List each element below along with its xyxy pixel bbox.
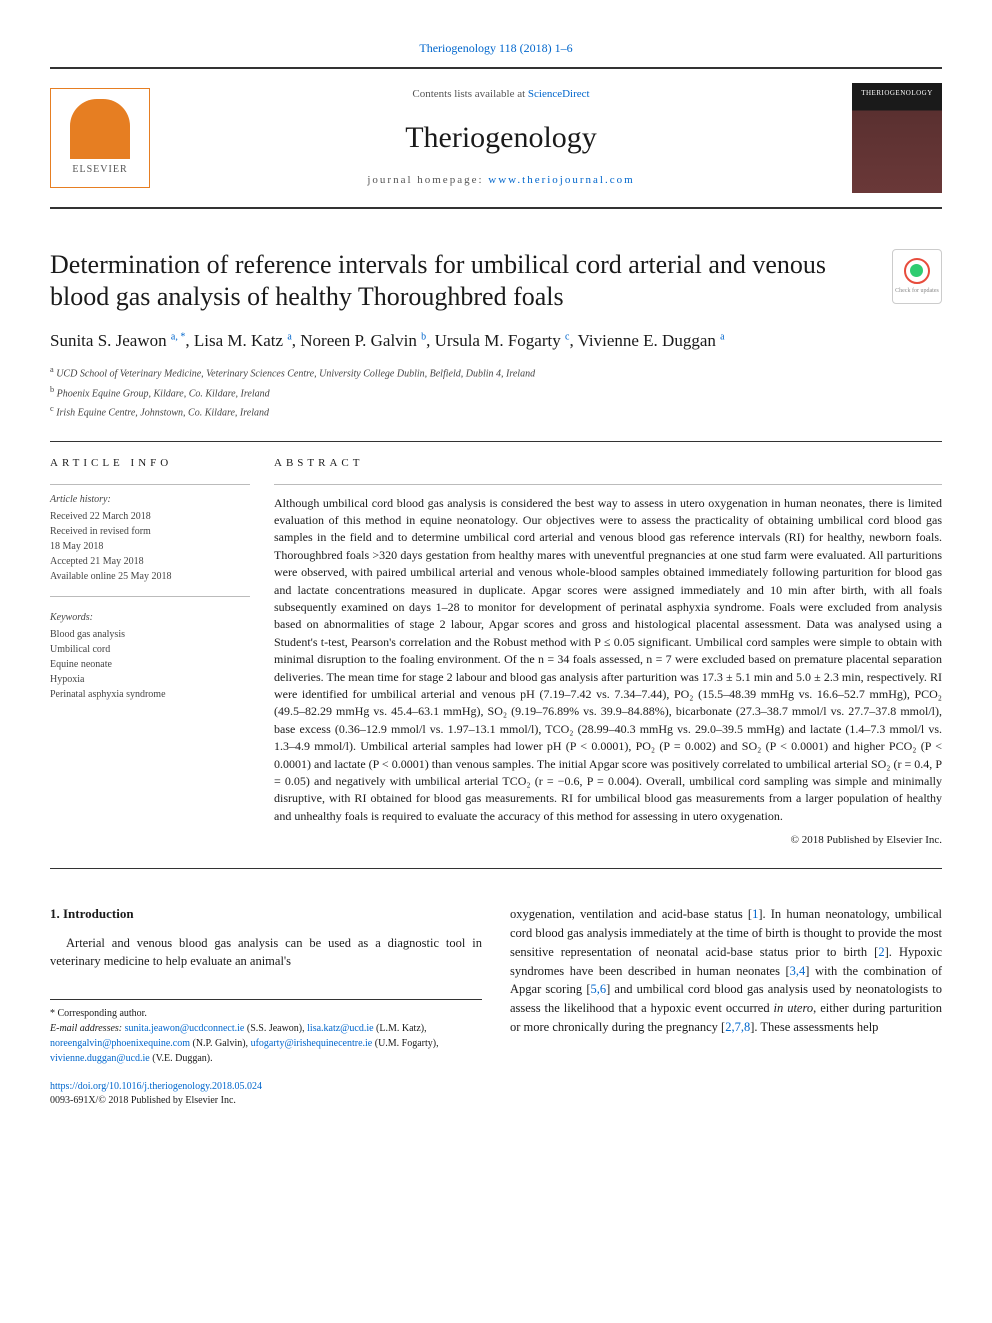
- body-col-left: 1. Introduction Arterial and venous bloo…: [50, 905, 482, 1108]
- journal-cover-thumb[interactable]: THERIOGENOLOGY: [852, 83, 942, 193]
- journal-homepage-line: journal homepage: www.theriojournal.com: [150, 173, 852, 188]
- intro-p1: Arterial and venous blood gas analysis c…: [50, 934, 482, 972]
- abstract-divider: [274, 484, 942, 485]
- divider-top: [50, 441, 942, 442]
- affiliation-b: b Phoenix Equine Group, Kildare, Co. Kil…: [50, 383, 942, 402]
- affiliation-c: c Irish Equine Centre, Johnstown, Co. Ki…: [50, 402, 942, 421]
- history-accepted: Accepted 21 May 2018: [50, 554, 250, 569]
- authors-line: Sunita S. Jeawon a, *, Lisa M. Katz a, N…: [50, 328, 942, 354]
- history-label: Article history:: [50, 493, 250, 507]
- elsevier-text: ELSEVIER: [72, 163, 127, 177]
- body-col-right: oxygenation, ventilation and acid-base s…: [510, 905, 942, 1108]
- divider-bottom: [50, 868, 942, 869]
- contents-list-line: Contents lists available at ScienceDirec…: [150, 87, 852, 102]
- affiliation-a: a UCD School of Veterinary Medicine, Vet…: [50, 363, 942, 382]
- elsevier-logo[interactable]: ELSEVIER: [50, 88, 150, 188]
- footer-block: https://doi.org/10.1016/j.theriogenology…: [50, 1080, 482, 1108]
- history-online: Available online 25 May 2018: [50, 569, 250, 584]
- journal-name: Theriogenology: [150, 117, 852, 159]
- issn-line: 0093-691X/© 2018 Published by Elsevier I…: [50, 1094, 482, 1108]
- info-divider-2: [50, 596, 250, 597]
- keyword-4: Hypoxia: [50, 672, 250, 687]
- keyword-2: Umbilical cord: [50, 642, 250, 657]
- section-1-heading: 1. Introduction: [50, 905, 482, 923]
- citation-link[interactable]: Theriogenology 118 (2018) 1–6: [419, 41, 572, 55]
- abstract-column: ABSTRACT Although umbilical cord blood g…: [274, 456, 942, 848]
- abstract-text: Although umbilical cord blood gas analys…: [274, 495, 942, 825]
- article-info-heading: ARTICLE INFO: [50, 456, 250, 471]
- email-label: E-mail addresses:: [50, 1023, 125, 1034]
- email-addresses: E-mail addresses: sunita.jeawon@ucdconne…: [50, 1021, 482, 1066]
- abstract-heading: ABSTRACT: [274, 456, 942, 471]
- sciencedirect-link[interactable]: ScienceDirect: [528, 88, 590, 100]
- keywords-label: Keywords:: [50, 611, 250, 625]
- journal-banner: ELSEVIER Contents lists available at Sci…: [50, 67, 942, 209]
- history-revised-1: Received in revised form: [50, 524, 250, 539]
- cover-thumb-title: THERIOGENOLOGY: [852, 89, 942, 99]
- intro-p1-cont: oxygenation, ventilation and acid-base s…: [510, 905, 942, 1036]
- citation-header: Theriogenology 118 (2018) 1–6: [50, 40, 942, 57]
- crossmark-label: Check for updates: [895, 287, 939, 295]
- contents-at-text: Contents lists available at: [412, 88, 527, 100]
- corresponding-author-note: * Corresponding author.: [50, 1006, 482, 1021]
- article-info-column: ARTICLE INFO Article history: Received 2…: [50, 456, 250, 848]
- crossmark-badge[interactable]: Check for updates: [892, 249, 942, 304]
- crossmark-icon: [904, 258, 930, 284]
- history-revised-2: 18 May 2018: [50, 539, 250, 554]
- footnote-block: * Corresponding author. E-mail addresses…: [50, 999, 482, 1066]
- abstract-copyright: © 2018 Published by Elsevier Inc.: [274, 833, 942, 848]
- affiliations: a UCD School of Veterinary Medicine, Vet…: [50, 363, 942, 421]
- homepage-label: journal homepage:: [367, 174, 488, 186]
- keyword-5: Perinatal asphyxia syndrome: [50, 687, 250, 702]
- doi-link[interactable]: https://doi.org/10.1016/j.theriogenology…: [50, 1081, 262, 1092]
- banner-center: Contents lists available at ScienceDirec…: [150, 87, 852, 188]
- history-received: Received 22 March 2018: [50, 509, 250, 524]
- homepage-link[interactable]: www.theriojournal.com: [488, 174, 634, 186]
- article-title: Determination of reference intervals for…: [50, 249, 892, 314]
- keyword-3: Equine neonate: [50, 657, 250, 672]
- elsevier-tree-icon: [70, 99, 130, 159]
- info-divider: [50, 484, 250, 485]
- keyword-1: Blood gas analysis: [50, 627, 250, 642]
